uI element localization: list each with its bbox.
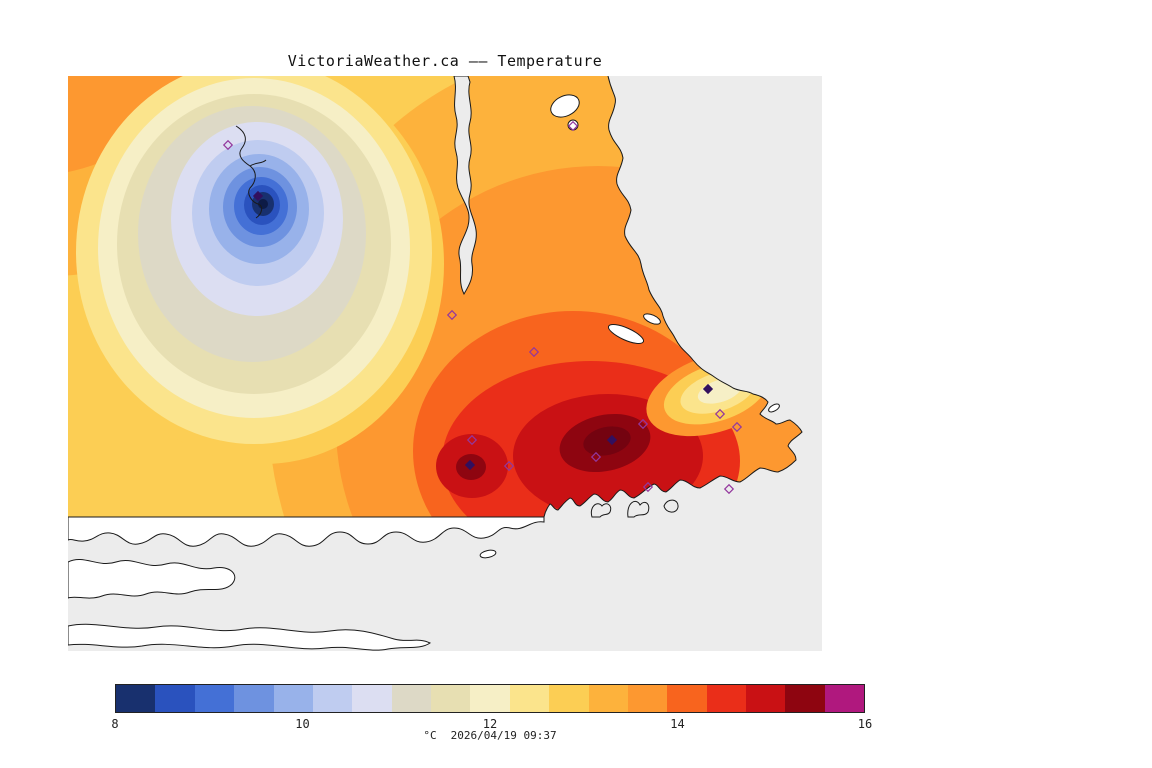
unit-label: °C bbox=[423, 729, 436, 742]
colorbar-cell bbox=[352, 685, 391, 712]
colorbar-cell bbox=[746, 685, 785, 712]
colorbar-cell bbox=[431, 685, 470, 712]
colorbar-cell bbox=[116, 685, 155, 712]
colorbar-caption: °C 2026/04/19 09:37 bbox=[68, 729, 912, 742]
page-title: VictoriaWeather.ca —— Temperature bbox=[68, 52, 822, 70]
map-svg bbox=[68, 76, 822, 651]
map-area bbox=[68, 76, 822, 651]
colorbar bbox=[115, 684, 865, 713]
colorbar-cell bbox=[589, 685, 628, 712]
colorbar-cell bbox=[785, 685, 824, 712]
colorbar-cell bbox=[234, 685, 273, 712]
weather-map-page: VictoriaWeather.ca —— Temperature bbox=[0, 0, 1152, 768]
colorbar-cell bbox=[470, 685, 509, 712]
colorbar-cell bbox=[549, 685, 588, 712]
colorbar-cell bbox=[392, 685, 431, 712]
colorbar-cell bbox=[667, 685, 706, 712]
colorbar-cell bbox=[510, 685, 549, 712]
colorbar-cell bbox=[195, 685, 234, 712]
colorbar-cell bbox=[155, 685, 194, 712]
colorbar-cell bbox=[707, 685, 746, 712]
colorbar-cell bbox=[628, 685, 667, 712]
datetime-label: 2026/04/19 09:37 bbox=[451, 729, 557, 742]
colorbar-cell bbox=[313, 685, 352, 712]
colorbar-cell bbox=[274, 685, 313, 712]
colorbar-cell bbox=[825, 685, 864, 712]
